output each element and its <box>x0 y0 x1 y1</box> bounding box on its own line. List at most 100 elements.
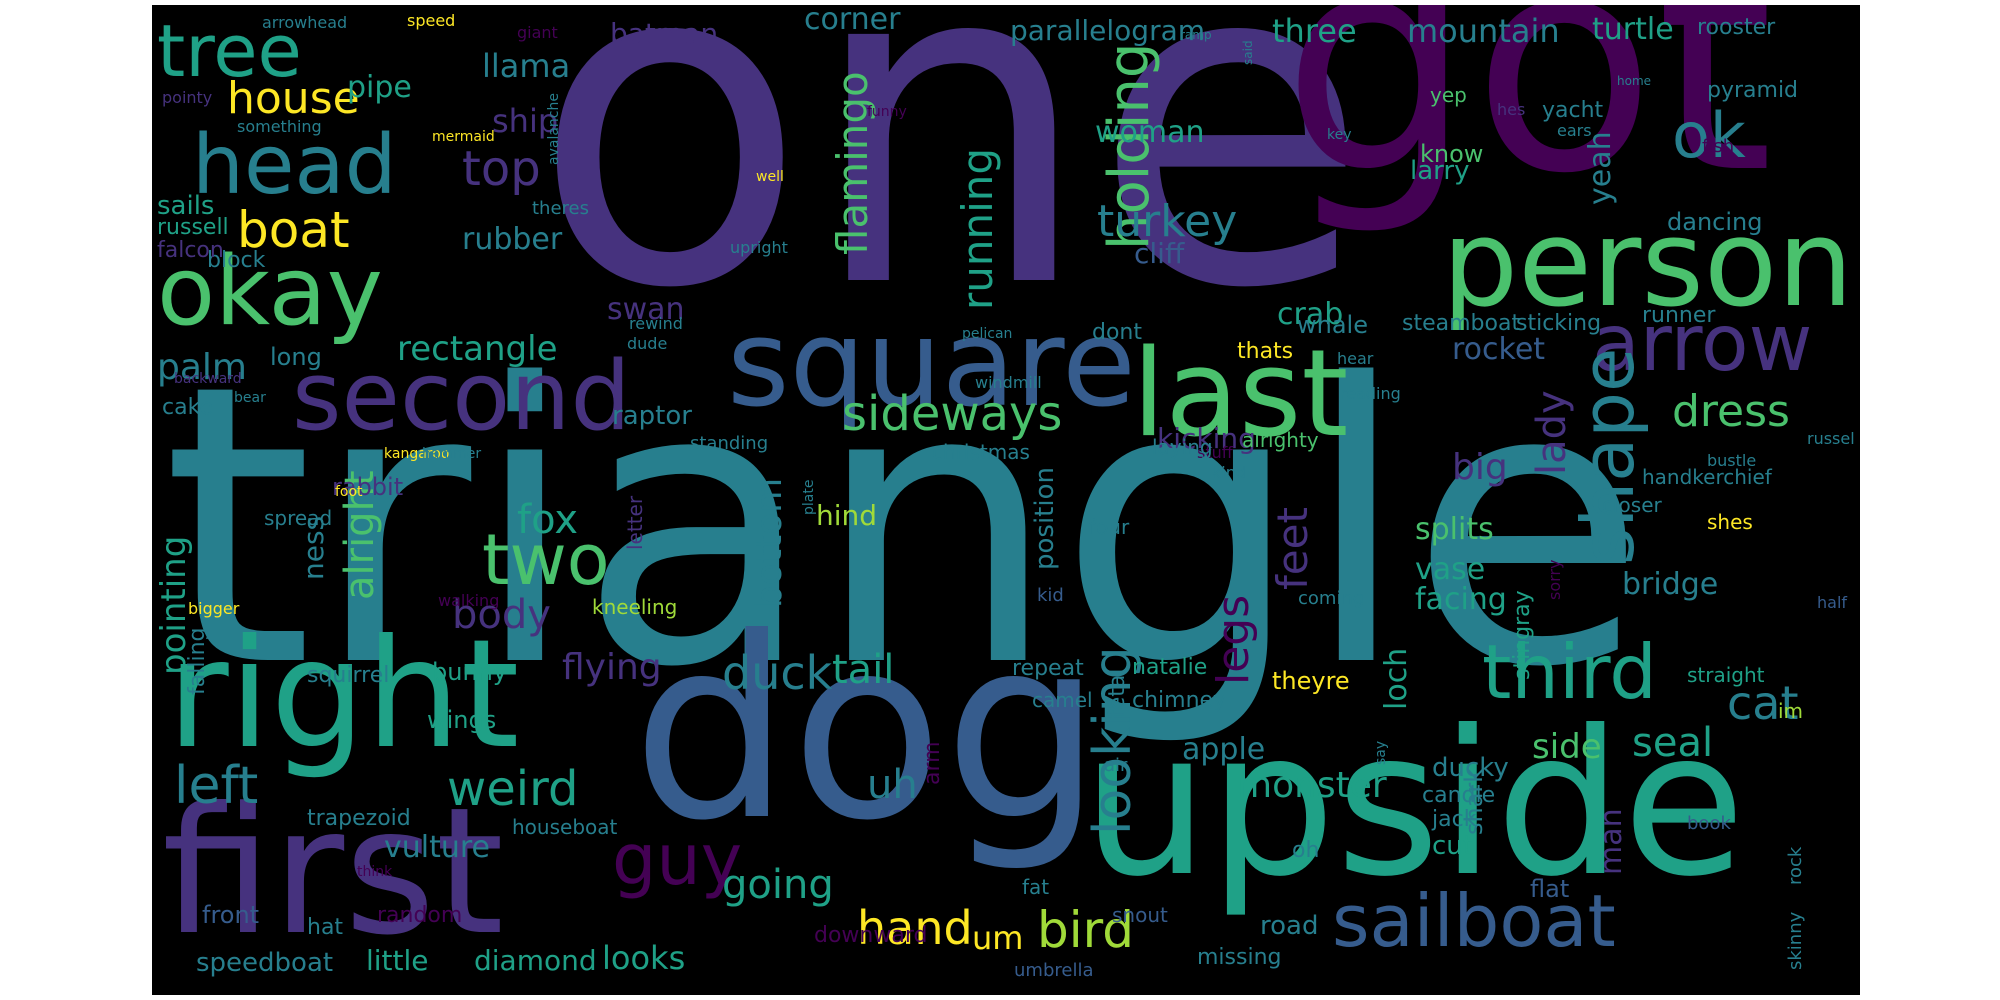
word-cloud-word: something <box>237 117 322 136</box>
word-cloud-word: crab <box>1277 297 1344 332</box>
word-cloud-word: shes <box>1707 510 1753 534</box>
word-cloud-word: alrighty <box>1242 428 1319 452</box>
word-cloud-word: house <box>227 73 360 124</box>
word-cloud-word: spread <box>264 506 333 530</box>
word-cloud-word: foot <box>335 484 363 500</box>
word-cloud-word: man <box>1594 808 1629 875</box>
word-cloud-word: coming <box>1298 588 1365 609</box>
word-cloud-word: vulture <box>384 830 491 865</box>
word-cloud-word: fat <box>1022 875 1050 899</box>
word-cloud-word: oh <box>1292 838 1320 863</box>
word-cloud-word: tail <box>832 647 895 693</box>
word-cloud-word: arrow <box>1592 299 1813 389</box>
word-cloud-word: lady <box>1529 390 1575 475</box>
word-cloud-word: book <box>1687 813 1731 834</box>
word-cloud-word: well <box>756 169 784 185</box>
word-cloud-word: pelican <box>962 326 1013 342</box>
word-cloud-word: road <box>1260 911 1319 941</box>
word-cloud-word: ok <box>1672 99 1746 172</box>
word-cloud-word: monster <box>1237 765 1387 806</box>
word-cloud-word: trapezoid <box>307 806 411 831</box>
word-cloud-word: ship <box>492 102 559 140</box>
word-cloud-word: vase <box>1415 552 1486 587</box>
word-cloud-word: hind <box>816 499 878 532</box>
word-cloud-word: laying <box>1152 435 1213 459</box>
word-cloud: one triangle got dog upside first right … <box>152 5 1860 995</box>
word-cloud-word: parallelogram <box>1010 14 1206 47</box>
word-cloud-word: triangle <box>162 303 1647 751</box>
word-cloud-word: uh <box>867 762 918 808</box>
word-cloud-word: diamond <box>474 944 597 977</box>
word-cloud-word: hammer <box>422 446 482 462</box>
word-cloud-word: funny <box>867 104 907 120</box>
word-cloud-word: say <box>1373 740 1389 765</box>
word-cloud-word: kangaroo <box>384 446 450 462</box>
word-cloud-word: four <box>1089 515 1130 539</box>
word-cloud-word: first <box>162 771 504 974</box>
word-cloud-word: falling <box>185 627 210 695</box>
word-cloud-word: bear <box>234 390 266 406</box>
word-cloud-word: big <box>1452 447 1508 488</box>
word-cloud-word: cat <box>1727 676 1799 730</box>
word-cloud-word: sticking <box>1516 311 1602 336</box>
word-cloud-word: letter <box>623 495 647 550</box>
word-cloud-word: batman <box>610 17 719 50</box>
word-cloud-word: bunny <box>432 658 508 686</box>
word-cloud-word: dude <box>627 334 668 353</box>
word-cloud-word: bigger <box>188 599 240 618</box>
word-cloud-word: standing <box>690 433 769 454</box>
word-cloud-word: flat <box>1530 875 1570 903</box>
word-cloud-word: cake <box>162 395 214 420</box>
word-cloud-word: rooster <box>1697 15 1776 40</box>
word-cloud-word: mountain <box>1407 12 1560 50</box>
word-cloud-word: closer <box>1602 493 1662 517</box>
word-cloud-word: bottom <box>749 477 790 608</box>
word-cloud-word: block <box>207 248 266 273</box>
word-cloud-word: yeah <box>1583 131 1618 205</box>
word-cloud-word: key <box>1327 127 1352 143</box>
word-cloud-word: fetal <box>1105 668 1130 719</box>
word-cloud-word: walking <box>438 591 500 610</box>
word-cloud-word: avalanche <box>546 93 562 165</box>
word-cloud-word: going <box>722 862 834 908</box>
word-cloud-word: natalie <box>1132 655 1208 680</box>
word-cloud-word: little <box>366 944 429 977</box>
word-cloud-word: bridge <box>1622 567 1719 602</box>
word-cloud-word: tree <box>157 9 302 93</box>
word-cloud-word: three <box>1272 12 1357 50</box>
word-cloud-word: stuff <box>1197 443 1233 462</box>
word-cloud-word: snout <box>1112 903 1168 927</box>
word-cloud-word: russel <box>1807 429 1855 448</box>
word-cloud-word: boat <box>237 201 350 259</box>
word-cloud-word: think <box>357 864 393 880</box>
word-cloud-word: theyre <box>1272 667 1350 695</box>
word-cloud-word: windmill <box>975 373 1042 392</box>
word-cloud-word: rewind <box>629 314 683 333</box>
word-cloud-word: llama <box>482 47 571 85</box>
word-cloud-word: plate <box>801 479 817 515</box>
word-cloud-word: rocket <box>1452 332 1546 367</box>
word-cloud-word: thats <box>1237 339 1294 364</box>
word-cloud-word: said <box>1241 40 1255 65</box>
word-cloud-word: russell <box>157 215 229 240</box>
word-cloud-word: camel <box>1032 688 1093 712</box>
word-cloud-word: palm <box>157 347 247 388</box>
word-cloud-word: second <box>292 342 631 452</box>
word-cloud-word: apple <box>1182 732 1266 767</box>
word-cloud-word: loch <box>1379 647 1414 710</box>
word-cloud-word: bustle <box>1707 451 1757 470</box>
word-cloud-word: running <box>953 147 1002 310</box>
word-cloud-word: dancing <box>1667 208 1763 236</box>
word-cloud-word: upside <box>1082 688 1746 921</box>
word-cloud-word: left <box>174 756 259 816</box>
word-cloud-word: right <box>167 608 520 782</box>
word-cloud-word: ducky <box>1432 753 1509 783</box>
word-cloud-word: bird <box>1037 901 1135 959</box>
word-cloud-word: third <box>1482 628 1657 716</box>
word-cloud-word: feet <box>1268 507 1317 590</box>
word-cloud-word: know <box>1420 140 1484 168</box>
word-cloud-word: mermaid <box>432 129 495 145</box>
word-cloud-word: last <box>1132 325 1349 464</box>
word-cloud-word: square <box>727 295 1136 434</box>
word-cloud-word: random <box>377 903 463 928</box>
